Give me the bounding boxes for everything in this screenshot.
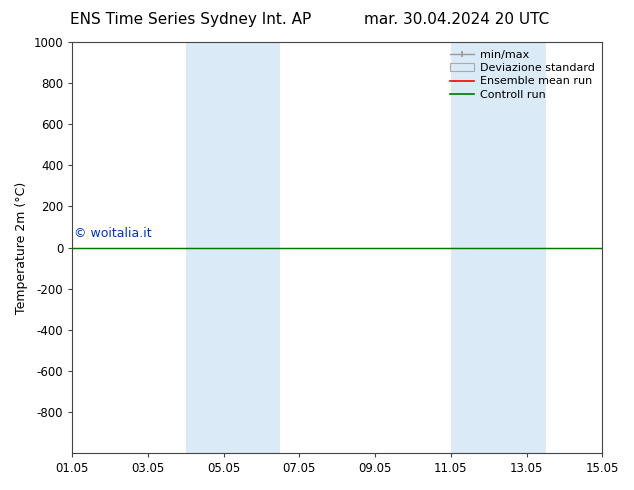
Bar	[451, 42, 508, 453]
Bar	[186, 42, 224, 453]
Y-axis label: Temperature 2m (°C): Temperature 2m (°C)	[15, 181, 28, 314]
Text: ENS Time Series Sydney Int. AP: ENS Time Series Sydney Int. AP	[70, 12, 311, 27]
Bar	[224, 42, 280, 453]
Bar	[508, 42, 545, 453]
Text: mar. 30.04.2024 20 UTC: mar. 30.04.2024 20 UTC	[364, 12, 549, 27]
Text: © woitalia.it: © woitalia.it	[74, 227, 152, 240]
Legend: min/max, Deviazione standard, Ensemble mean run, Controll run: min/max, Deviazione standard, Ensemble m…	[445, 46, 599, 104]
